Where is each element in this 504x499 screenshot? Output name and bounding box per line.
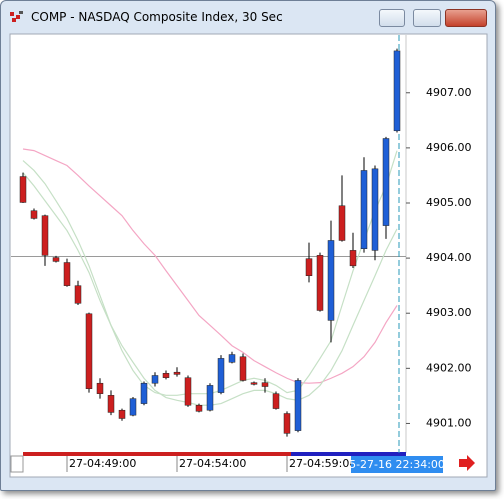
- candle-body: [63, 262, 71, 286]
- candle-body: [85, 313, 93, 389]
- candle-body: [118, 409, 126, 419]
- candle-body: [41, 215, 49, 256]
- minimize-button[interactable]: [379, 9, 405, 27]
- scroll-arrow[interactable]: [459, 455, 475, 471]
- candle-body: [52, 257, 60, 262]
- x-tick-label: 27-04:49:00: [69, 457, 136, 470]
- window: COMP - NASDAQ Composite Index, 30 Sec 49…: [0, 0, 496, 491]
- candle-body: [382, 138, 390, 226]
- candle-body: [228, 354, 236, 363]
- candle-body: [261, 382, 269, 387]
- candle-body: [349, 250, 357, 267]
- chart: 4901.00 4902.00 4903.00 4904.00 4905.00 4906.…: [9, 33, 488, 478]
- candle-body: [129, 398, 137, 416]
- candle-body: [338, 205, 346, 241]
- y-tick-label: 4904.00: [426, 251, 472, 264]
- candle-body: [316, 255, 324, 311]
- scrollbar-thumb[interactable]: [291, 452, 406, 456]
- scrollbar[interactable]: [23, 452, 406, 456]
- candle-body: [393, 50, 401, 132]
- cursor-label-box: [351, 456, 443, 473]
- y-tick-label: 4902.00: [426, 361, 472, 374]
- candle-body: [283, 413, 291, 434]
- candle-body: [162, 373, 170, 378]
- candle-body: [151, 375, 159, 384]
- candle-body: [195, 405, 203, 412]
- chart-area: [9, 33, 488, 478]
- candle-body: [294, 380, 302, 431]
- candle-body: [206, 385, 214, 411]
- window-title: COMP - NASDAQ Composite Index, 30 Sec: [31, 10, 283, 24]
- y-tick-label: 4903.00: [426, 306, 472, 319]
- candle-body: [327, 240, 335, 321]
- candle-body: [360, 170, 368, 249]
- scroll-box[interactable]: [10, 455, 24, 473]
- candle-body: [140, 382, 148, 404]
- candle-body: [74, 285, 82, 304]
- y-tick-label: 4901.00: [426, 416, 472, 429]
- candle-body: [184, 377, 192, 406]
- candle-body: [217, 358, 225, 393]
- cursor-label: 5-27-16 22:34:00: [349, 458, 445, 471]
- candle-body: [305, 258, 313, 276]
- y-tick-label: 4905.00: [426, 196, 472, 209]
- candle-body: [30, 210, 38, 219]
- x-tick-label: 27-04:54:00: [179, 457, 246, 470]
- candle-body: [96, 382, 104, 394]
- candle-body: [371, 168, 379, 251]
- candle-body: [250, 382, 258, 385]
- maximize-button[interactable]: [413, 9, 441, 27]
- moving-average: [22, 148, 398, 384]
- app-icon: [10, 11, 23, 22]
- close-button[interactable]: [445, 9, 487, 27]
- candle-body: [239, 356, 247, 381]
- x-tick-label: 27-04:59:00: [289, 457, 356, 470]
- candle-body: [19, 176, 27, 203]
- y-tick-label: 4906.00: [426, 141, 472, 154]
- candle-body: [107, 395, 115, 413]
- y-tick-label: 4907.00: [426, 86, 472, 99]
- candle-body: [173, 371, 181, 375]
- candle-body: [272, 393, 280, 409]
